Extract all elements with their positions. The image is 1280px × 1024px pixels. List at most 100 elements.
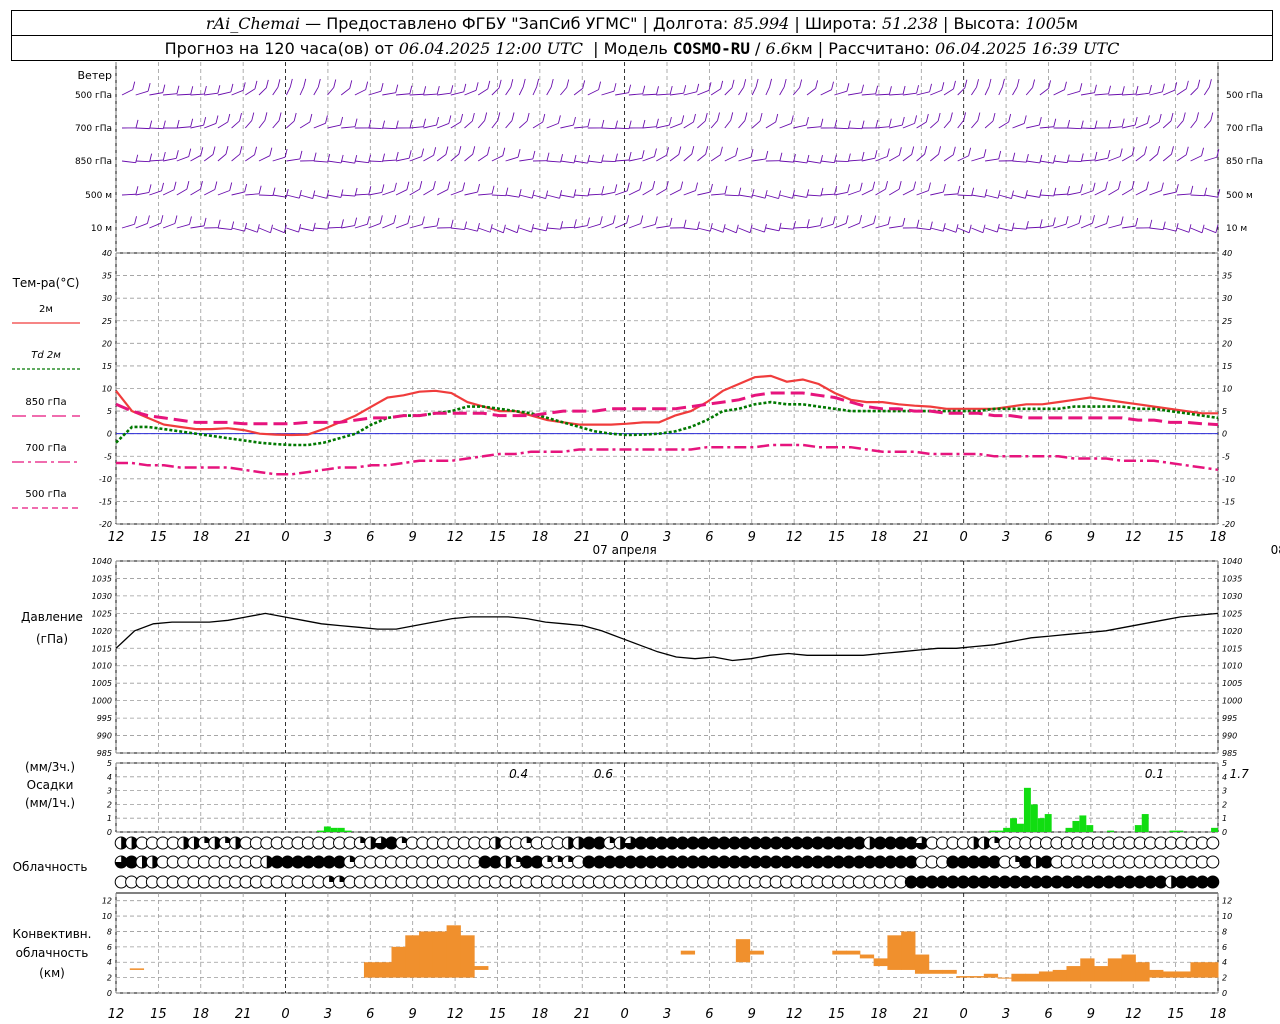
precip-bar (1030, 804, 1038, 832)
wind-barb-feather (436, 116, 439, 126)
wind-barb-feather (463, 83, 467, 92)
wind-barb-feather (778, 190, 782, 199)
temp-title: Тем-ра(°C) (12, 276, 80, 290)
wind-barb (710, 154, 721, 162)
wind-barb-feather (450, 219, 454, 228)
wind-barb-feather (573, 189, 577, 198)
cloud-symbol-fill (495, 837, 502, 849)
wind-barb-feather (229, 182, 233, 191)
wind-barb-feather (735, 147, 739, 156)
wind-barb-feather (161, 182, 164, 191)
wind-barb (1039, 126, 1054, 129)
conv-bar (1080, 958, 1095, 982)
wind-barb (1108, 126, 1123, 129)
conv-xtick: 12 (447, 1007, 464, 1022)
wind-barb-feather (510, 79, 514, 88)
wind-barb (930, 191, 944, 196)
conv-ytick-left: 12 (102, 897, 112, 906)
conv-bar (1011, 973, 1026, 982)
wind-barb-feather (751, 189, 755, 198)
wind-barb-feather (655, 118, 659, 127)
wind-barb (1053, 193, 1068, 196)
wind-barb-feather (968, 224, 972, 233)
wind-barb-feather (1108, 119, 1112, 129)
wind-barb (601, 160, 616, 163)
precip-bar (1010, 818, 1018, 832)
wind-barb-feather (681, 115, 685, 124)
wind-barb-feather (1157, 146, 1160, 155)
conv-xtick: 0 (960, 1007, 968, 1022)
wind-barb-feather (203, 85, 207, 95)
wind-barb (669, 122, 682, 129)
temp-series-line (116, 443, 1219, 476)
wind-barb-feather (1012, 152, 1016, 161)
temp-ytick-left: 20 (102, 339, 112, 348)
wind-barb (1094, 157, 1108, 162)
wind-barb (519, 227, 532, 233)
wind-barb (806, 225, 821, 229)
wind-barb-feather (309, 113, 313, 123)
wind-barb-feather (505, 187, 509, 196)
temp-xtick: 12 (108, 530, 125, 545)
wind-barb (382, 190, 395, 196)
wind-barb (834, 222, 847, 229)
wind-barb-feather (189, 216, 192, 225)
wind-barb (546, 227, 561, 230)
wind-barb (656, 225, 670, 229)
wind-barb (587, 193, 602, 196)
wind-barb (793, 194, 807, 198)
wind-barb (587, 223, 601, 229)
wind-barb (382, 222, 394, 229)
wind-barb (519, 158, 533, 162)
wind-barb-feather (1215, 224, 1219, 233)
wind-barb (710, 227, 724, 233)
wind-barb (1012, 123, 1025, 129)
wind-barb (1149, 190, 1162, 196)
conv-xtick: 18 (1210, 1007, 1227, 1022)
wind-barb (875, 188, 886, 196)
wind-barb (710, 120, 718, 129)
wind-barb (738, 86, 745, 96)
header-sep: — (305, 14, 322, 33)
wind-barb-feather (200, 147, 204, 156)
wind-barb (176, 188, 188, 196)
wind-barb (642, 224, 656, 229)
wind-barb (1163, 89, 1175, 96)
wind-barb-feather (845, 215, 849, 224)
wind-barb (1122, 225, 1136, 229)
conv-xtick: 15 (1167, 1007, 1184, 1022)
wind-barb-feather (326, 190, 330, 199)
wind-barb (1067, 90, 1080, 96)
conv-ytick-left: 4 (107, 958, 112, 967)
wind-barb-feather (132, 81, 136, 90)
wind-barb-feather (382, 120, 385, 129)
wind-barb (1176, 193, 1191, 196)
wind-barb-feather (949, 112, 953, 121)
wind-barb (258, 87, 267, 96)
wind-barb-feather (176, 119, 180, 129)
wind-barb (888, 154, 900, 162)
wind-barb (409, 126, 424, 129)
wind-barb-feather (502, 147, 506, 156)
wind-barb (217, 227, 232, 230)
wind-barb (628, 189, 640, 196)
wind-barb-feather (806, 219, 810, 228)
wind-barb-feather (1094, 120, 1098, 129)
precip-total-label: 1.7 (1230, 767, 1249, 781)
wind-barb (902, 92, 917, 96)
conv-xtick: 9 (409, 1007, 417, 1022)
wind-barb-feather (1080, 184, 1083, 193)
wind-barb (382, 92, 396, 96)
wind-barb (1135, 92, 1150, 96)
wind-barb (1108, 156, 1121, 162)
wind-barb-feather (436, 85, 440, 95)
wind-barb-feather (983, 149, 987, 158)
wind-barb (984, 120, 994, 129)
wind-barb-feather (941, 82, 945, 91)
wind-barb (875, 156, 888, 162)
wind-barb-feather (162, 151, 166, 161)
wind-barb (1080, 222, 1093, 229)
temp-ytick-left: 5 (107, 407, 112, 416)
forecast-time: 06.04.2025 12:00 UTC (398, 39, 583, 58)
wind-barb (1039, 160, 1054, 164)
